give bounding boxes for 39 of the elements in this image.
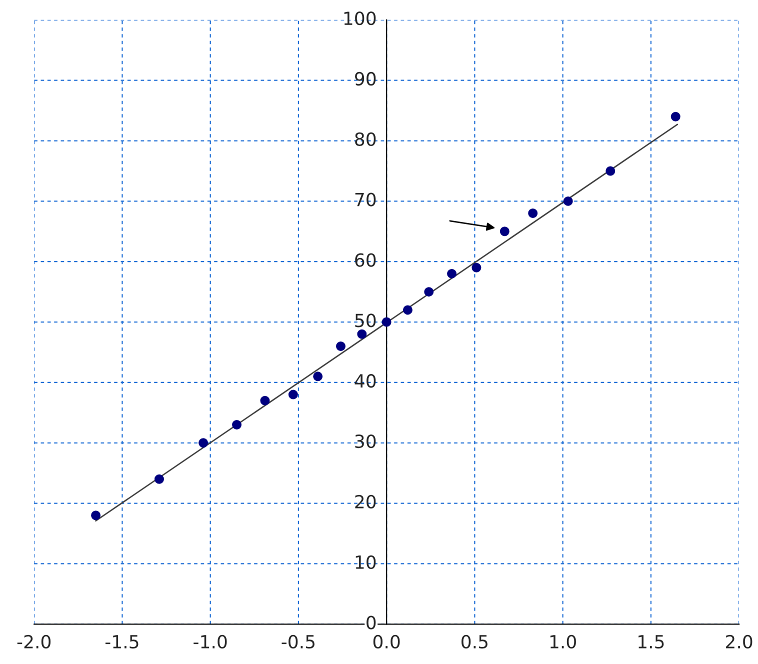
x-tick-label: -2.0 [17, 634, 51, 649]
point [500, 226, 510, 236]
y-tick-label: 70 [355, 192, 376, 206]
point [260, 396, 270, 406]
point [232, 420, 242, 430]
point [336, 341, 346, 351]
y-tick-label: 90 [355, 72, 376, 86]
x-tick-label: -0.5 [282, 634, 314, 649]
point [424, 287, 434, 297]
point [382, 317, 392, 327]
point [563, 196, 573, 206]
point [288, 390, 298, 400]
point [528, 208, 538, 218]
point [198, 438, 208, 448]
x-tick-label: 1.0 [550, 634, 576, 649]
x-tick-label: -1.5 [105, 635, 138, 649]
y-tick-label: 20 [355, 494, 376, 509]
y-tick-label: 50 [355, 314, 376, 328]
x-tick-label: -1.0 [194, 634, 227, 649]
y-tick-label: 60 [355, 253, 376, 267]
point [313, 372, 323, 382]
x-tick-label: 2.0 [726, 634, 752, 649]
x-tick-label: 0.0 [373, 634, 400, 649]
point [447, 268, 457, 278]
x-tick-label: 0.5 [462, 634, 488, 649]
point [357, 329, 367, 339]
point [402, 305, 412, 315]
y-tick-label: 10 [356, 555, 376, 569]
point [670, 112, 680, 122]
y-tick-label: 80 [355, 132, 376, 146]
point [154, 474, 164, 484]
point [472, 262, 482, 272]
y-tick-label: 30 [355, 434, 376, 448]
y-tick-label: 100 [344, 12, 376, 26]
y-tick-label: 40 [354, 374, 376, 388]
point [91, 510, 101, 520]
x-tick-label: 1.5 [638, 635, 664, 649]
y-tick-label: 0 [366, 616, 376, 630]
point [606, 166, 616, 176]
